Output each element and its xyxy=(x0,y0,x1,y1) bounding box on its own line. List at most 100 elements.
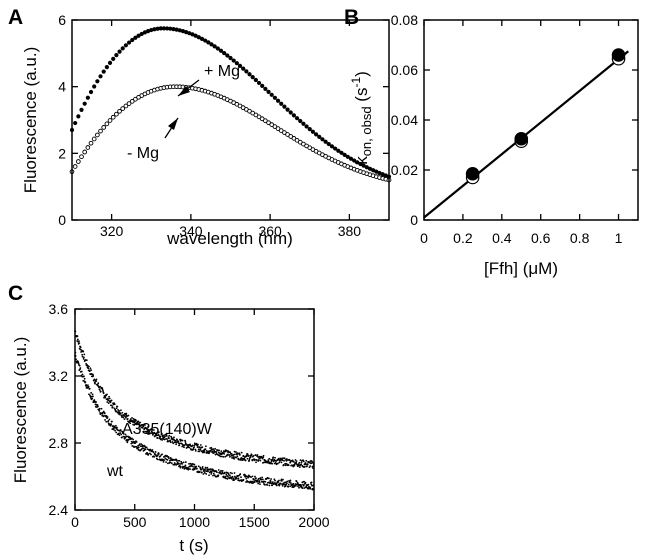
plus-mg-label: + Mg xyxy=(204,63,240,80)
a335-point xyxy=(225,449,228,452)
plus-mg-point xyxy=(288,110,293,115)
wt-point xyxy=(83,377,86,380)
a335-point xyxy=(173,436,175,439)
a335-point xyxy=(115,410,118,413)
wt-point xyxy=(119,429,122,432)
a335-point xyxy=(249,456,252,459)
a335-point xyxy=(252,455,255,457)
plus-mg-point xyxy=(228,55,233,61)
a335-point xyxy=(168,437,170,440)
wt-point xyxy=(202,468,204,470)
wt-point xyxy=(251,480,254,483)
wt-point xyxy=(206,468,208,470)
panel-b-ylabel-sup: -1 xyxy=(349,77,363,88)
a335-point xyxy=(236,452,239,455)
a335-point xyxy=(171,441,174,443)
wt-point xyxy=(146,451,148,454)
wt-point xyxy=(193,468,196,471)
plus-mg-point xyxy=(215,46,220,51)
plus-mg-point xyxy=(193,33,198,38)
wt-point xyxy=(98,410,101,412)
a335-point xyxy=(235,451,237,453)
wt-point xyxy=(201,465,204,468)
a335-point xyxy=(183,446,185,449)
a335-point xyxy=(299,459,302,462)
plus-mg-point xyxy=(145,29,151,34)
a335-point xyxy=(263,461,265,464)
wt-point xyxy=(114,429,117,432)
a335-point xyxy=(95,380,98,382)
plus-mg-point xyxy=(130,37,135,43)
wt-point xyxy=(119,432,122,434)
a335-point xyxy=(167,440,170,443)
wt-point xyxy=(88,387,91,390)
plus-mg-point xyxy=(348,156,354,161)
wt-point xyxy=(198,470,201,473)
wt-point xyxy=(253,481,256,484)
wt-point xyxy=(133,446,136,449)
wt-point xyxy=(266,484,269,486)
wt-point xyxy=(294,484,297,487)
a335-point xyxy=(233,457,236,460)
a335-point xyxy=(236,455,239,458)
wt-point xyxy=(106,416,109,418)
wt-point xyxy=(258,481,261,484)
wt-point xyxy=(192,465,194,468)
wt-point xyxy=(281,484,284,487)
wt-point xyxy=(227,472,230,475)
wt-point xyxy=(84,381,87,383)
wt-point xyxy=(187,467,190,470)
plus-mg-point xyxy=(326,141,331,147)
minus-mg-point xyxy=(85,145,91,150)
a335-point xyxy=(269,462,272,465)
plus-mg-point xyxy=(168,26,173,31)
panel-a-data xyxy=(69,26,392,183)
wt-point xyxy=(289,485,291,488)
a335-point xyxy=(274,456,276,459)
a335-point xyxy=(131,416,133,419)
wt-point xyxy=(78,364,81,367)
plus-mg-point xyxy=(313,132,319,137)
wt-point xyxy=(244,474,247,477)
wt-point xyxy=(269,482,271,485)
a335-point xyxy=(155,433,158,435)
wt-point xyxy=(156,454,159,457)
wt-point xyxy=(104,419,107,421)
wt-point xyxy=(87,384,89,387)
a335-point xyxy=(222,451,224,454)
plus-mg-arrowhead xyxy=(178,86,190,96)
plus-mg-point xyxy=(291,113,296,118)
plus-mg-point xyxy=(73,120,78,126)
a335-point xyxy=(76,335,79,337)
a335-point xyxy=(257,459,260,461)
a335-point xyxy=(285,459,288,462)
plus-mg-point xyxy=(218,48,224,53)
wt-point xyxy=(252,478,255,481)
a335-point xyxy=(240,456,243,459)
plus-mg-point xyxy=(282,104,287,109)
wt-point xyxy=(135,441,138,443)
panel-a-xtick-label: 360 xyxy=(258,223,282,239)
a335-point xyxy=(183,444,186,447)
wt-point xyxy=(217,474,220,477)
a335-point xyxy=(107,397,109,400)
wt-point xyxy=(277,480,280,483)
a335-point xyxy=(305,459,308,462)
wt-point xyxy=(83,375,85,378)
panel-b-xtick-label: 0.2 xyxy=(453,230,473,246)
wt-point xyxy=(204,466,207,469)
a335-point xyxy=(198,450,201,453)
wt-point xyxy=(168,457,170,460)
a335-point xyxy=(82,358,85,360)
plus-mg-point xyxy=(209,42,214,47)
wt-point xyxy=(169,459,171,462)
plus-mg-point xyxy=(225,53,230,58)
wt-point xyxy=(115,431,118,434)
wt-point xyxy=(223,471,226,474)
a335-point xyxy=(95,378,98,381)
wt-point xyxy=(265,478,268,480)
wt-point xyxy=(257,482,260,485)
a335-point xyxy=(142,425,145,428)
plus-mg-point xyxy=(247,72,252,77)
wt-point xyxy=(207,470,209,473)
